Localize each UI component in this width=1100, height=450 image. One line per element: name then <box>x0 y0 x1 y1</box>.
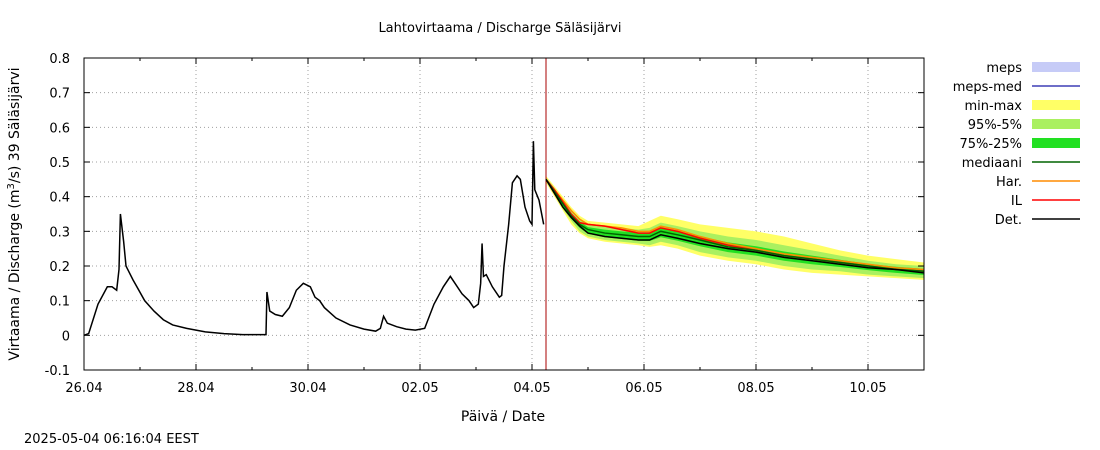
x-tick-label: 30.04 <box>289 381 326 396</box>
x-axis-label: Päivä / Date <box>461 409 545 425</box>
x-tick-label: 08.05 <box>737 381 774 396</box>
legend-label: IL <box>1011 194 1023 209</box>
x-tick-label: 10.05 <box>849 381 886 396</box>
y-axis-ticks: -0.1 0 0.1 0.2 0.3 0.4 0.5 0.6 0.7 0.8 <box>45 52 924 379</box>
y-tick-label: 0.4 <box>49 191 70 206</box>
y-tick-label: 0.2 <box>49 260 70 275</box>
y-tick-label: 0.5 <box>49 156 70 171</box>
legend-swatch <box>1032 138 1080 148</box>
y-tick-label: 0.6 <box>49 121 70 136</box>
chart-title: Lahtovirtaama / Discharge Säläsijärvi <box>378 21 621 36</box>
legend-label: min-max <box>964 99 1022 114</box>
grid <box>84 58 924 370</box>
x-tick-label: 26.04 <box>65 381 102 396</box>
series-lines <box>83 58 925 370</box>
legend-label: meps <box>986 61 1022 76</box>
legend-label: Har. <box>996 175 1022 190</box>
band-95-5 <box>546 177 924 279</box>
x-tick-label: 04.05 <box>513 381 550 396</box>
timestamp: 2025-05-04 06:16:04 EEST <box>24 432 199 447</box>
x-tick-label: 28.04 <box>177 381 214 396</box>
y-axis-label: Virtaama / Discharge (m3/s) 39 Säläsijär… <box>6 67 24 360</box>
plot-frame <box>83 57 925 371</box>
y-axis-label-prefix: Virtaama / Discharge (m <box>7 190 23 361</box>
legend-label: mediaani <box>962 156 1022 171</box>
legend-swatch <box>1032 119 1080 129</box>
legend: meps meps-med min-max 95%-5% 75%-25% mediaani… <box>953 61 1080 228</box>
x-axis-ticks: 26.04 28.04 30.04 02.05 04.05 06.05 08.05 10.05 <box>65 58 887 396</box>
y-tick-label: 0.3 <box>49 225 70 240</box>
x-tick-label: 06.05 <box>625 381 662 396</box>
y-tick-label: 0.8 <box>49 52 70 67</box>
y-axis-label-sup: 3 <box>6 183 17 189</box>
legend-label: 95%-5% <box>968 118 1022 133</box>
y-tick-label: 0 <box>62 329 70 344</box>
x-tick-label: 02.05 <box>401 381 438 396</box>
series-har <box>545 178 925 271</box>
y-tick-label: 0.7 <box>49 87 70 102</box>
legend-label: 75%-25% <box>960 137 1022 152</box>
series-det-forecast <box>545 178 925 274</box>
legend-swatch <box>1032 100 1080 110</box>
legend-label: meps-med <box>953 80 1022 95</box>
y-axis-label-suffix: /s) 39 Säläsijärvi <box>7 67 23 183</box>
series-det-observed <box>83 141 545 337</box>
y-tick-label: 0.1 <box>49 295 70 310</box>
y-tick-label: -0.1 <box>45 364 70 379</box>
legend-label: Det. <box>995 213 1022 228</box>
legend-swatch <box>1032 62 1080 72</box>
series-mediaani <box>545 178 925 272</box>
